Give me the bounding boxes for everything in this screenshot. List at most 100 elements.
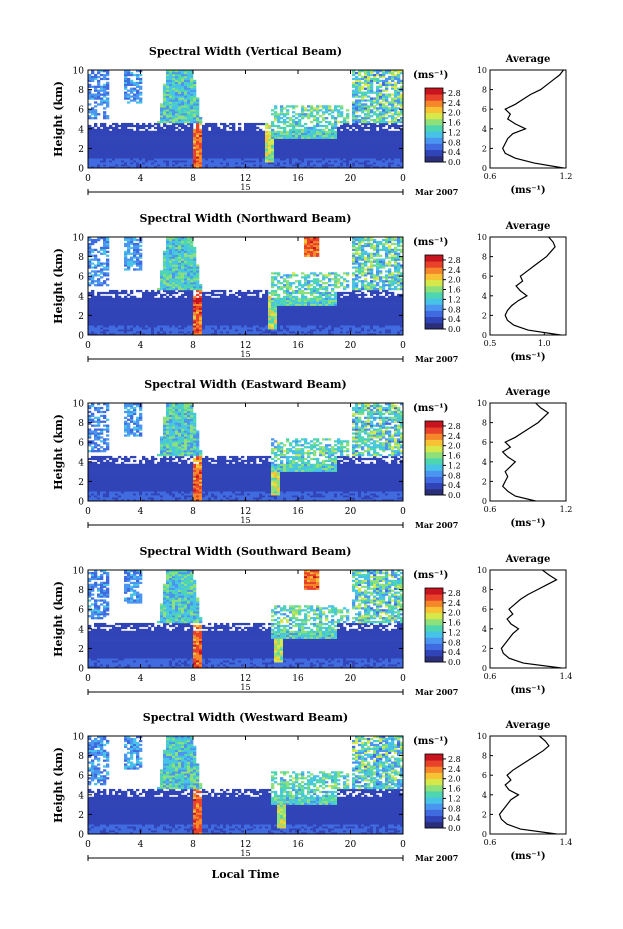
heatmap-cell [367, 136, 371, 139]
heatmap-cell [235, 319, 239, 322]
heatmap-cell [190, 272, 194, 275]
heatmap-cell [223, 299, 227, 302]
heatmap-cell [175, 109, 179, 112]
heatmap-cell [301, 164, 305, 167]
heatmap-cell [142, 325, 146, 328]
heatmap-cell [208, 156, 212, 159]
heatmap-cell [199, 317, 203, 320]
heatmap-cell [220, 146, 224, 149]
heatmap-cell [190, 238, 194, 242]
heatmap-cell [400, 132, 404, 135]
heatmap-cell [187, 126, 191, 130]
heatmap-cell [238, 291, 242, 295]
heatmap-cell [115, 134, 119, 137]
heatmap-cell [184, 286, 188, 289]
heatmap-cell [100, 101, 104, 104]
heatmap-cell [259, 152, 263, 155]
heatmap-cell [277, 115, 281, 118]
heatmap-cell [187, 138, 191, 141]
heatmap-cell [289, 164, 293, 167]
heatmap-cell [97, 309, 101, 312]
heatmap-cell [142, 303, 146, 306]
heatmap-cell [163, 83, 167, 86]
heatmap-cell [163, 264, 167, 267]
heatmap-cell [400, 160, 404, 163]
heatmap-cell [211, 311, 215, 314]
heatmap-cell [187, 293, 191, 297]
heatmap-cell [223, 156, 227, 159]
heatmap-cell [169, 115, 173, 118]
heatmap-cell [397, 160, 401, 163]
heatmap-cell [142, 295, 146, 299]
heatmap-cell [358, 120, 362, 124]
heatmap-cell [175, 286, 179, 289]
heatmap-cell [190, 152, 194, 155]
heatmap-cell [196, 136, 200, 139]
heatmap-cell [166, 260, 170, 263]
heatmap-cell [298, 160, 302, 163]
heatmap-cell [178, 258, 182, 261]
heatmap-cell [178, 99, 182, 102]
heatmap-cell [127, 144, 131, 147]
heatmap-cell [271, 109, 275, 112]
heatmap-cell [163, 117, 167, 120]
heatmap-cell [94, 329, 98, 332]
heatmap-cell [109, 134, 113, 137]
heatmap-cell [100, 70, 104, 73]
heatmap-cell [313, 107, 317, 110]
heatmap-cell [166, 287, 170, 291]
heatmap-cell [109, 311, 113, 314]
heatmap-cell [361, 75, 365, 79]
heatmap-cell [88, 158, 92, 161]
heatmap-cell [136, 309, 140, 312]
heatmap-cell [139, 264, 143, 267]
heatmap-cell [352, 142, 356, 145]
heatmap-cell [181, 309, 185, 312]
heatmap-cell [169, 148, 173, 151]
heatmap-cell [118, 166, 122, 169]
heatmap-cell [301, 134, 305, 137]
heatmap-cell [157, 124, 161, 128]
heatmap-cell [94, 87, 98, 90]
heatmap-cell [352, 128, 356, 132]
heatmap-cell [163, 89, 167, 92]
heatmap-cell [130, 81, 134, 85]
heatmap-cell [373, 105, 377, 108]
heatmap-cell [97, 85, 101, 88]
heatmap-cell [100, 156, 104, 159]
heatmap-cell [286, 138, 290, 141]
heatmap-cell [358, 158, 362, 161]
heatmap-cell [394, 119, 398, 122]
heatmap-cell [142, 317, 146, 320]
heatmap-cell [274, 144, 278, 147]
heatmap-cell [115, 321, 119, 324]
heatmap-cell [241, 154, 245, 157]
heatmap-cell [307, 128, 311, 132]
heatmap-cell [313, 148, 317, 151]
heatmap-cell [97, 305, 101, 308]
heatmap-cell [193, 144, 197, 147]
colorbar-swatch [425, 155, 443, 163]
heatmap-cell [352, 91, 356, 94]
heatmap-cell [112, 158, 116, 161]
heatmap-cell [373, 79, 377, 83]
heatmap-cell [181, 75, 185, 79]
heatmap-cell [226, 152, 230, 155]
heatmap-cell [382, 117, 386, 120]
heatmap-cell [187, 115, 191, 118]
heatmap-cell [400, 138, 404, 141]
heatmap-cell [307, 138, 311, 141]
heatmap-cell [349, 124, 353, 128]
heatmap-cell [97, 321, 101, 324]
heatmap-cell [103, 319, 107, 322]
heatmap-cell [124, 317, 128, 320]
heatmap-cell [397, 99, 401, 102]
heatmap-cell [373, 166, 377, 169]
heatmap-cell [208, 295, 212, 299]
heatmap-cell [103, 85, 107, 88]
heatmap-cell [181, 162, 185, 165]
heatmap-cell [301, 160, 305, 163]
heatmap-cell [220, 321, 224, 324]
heatmap-cell [193, 248, 197, 252]
